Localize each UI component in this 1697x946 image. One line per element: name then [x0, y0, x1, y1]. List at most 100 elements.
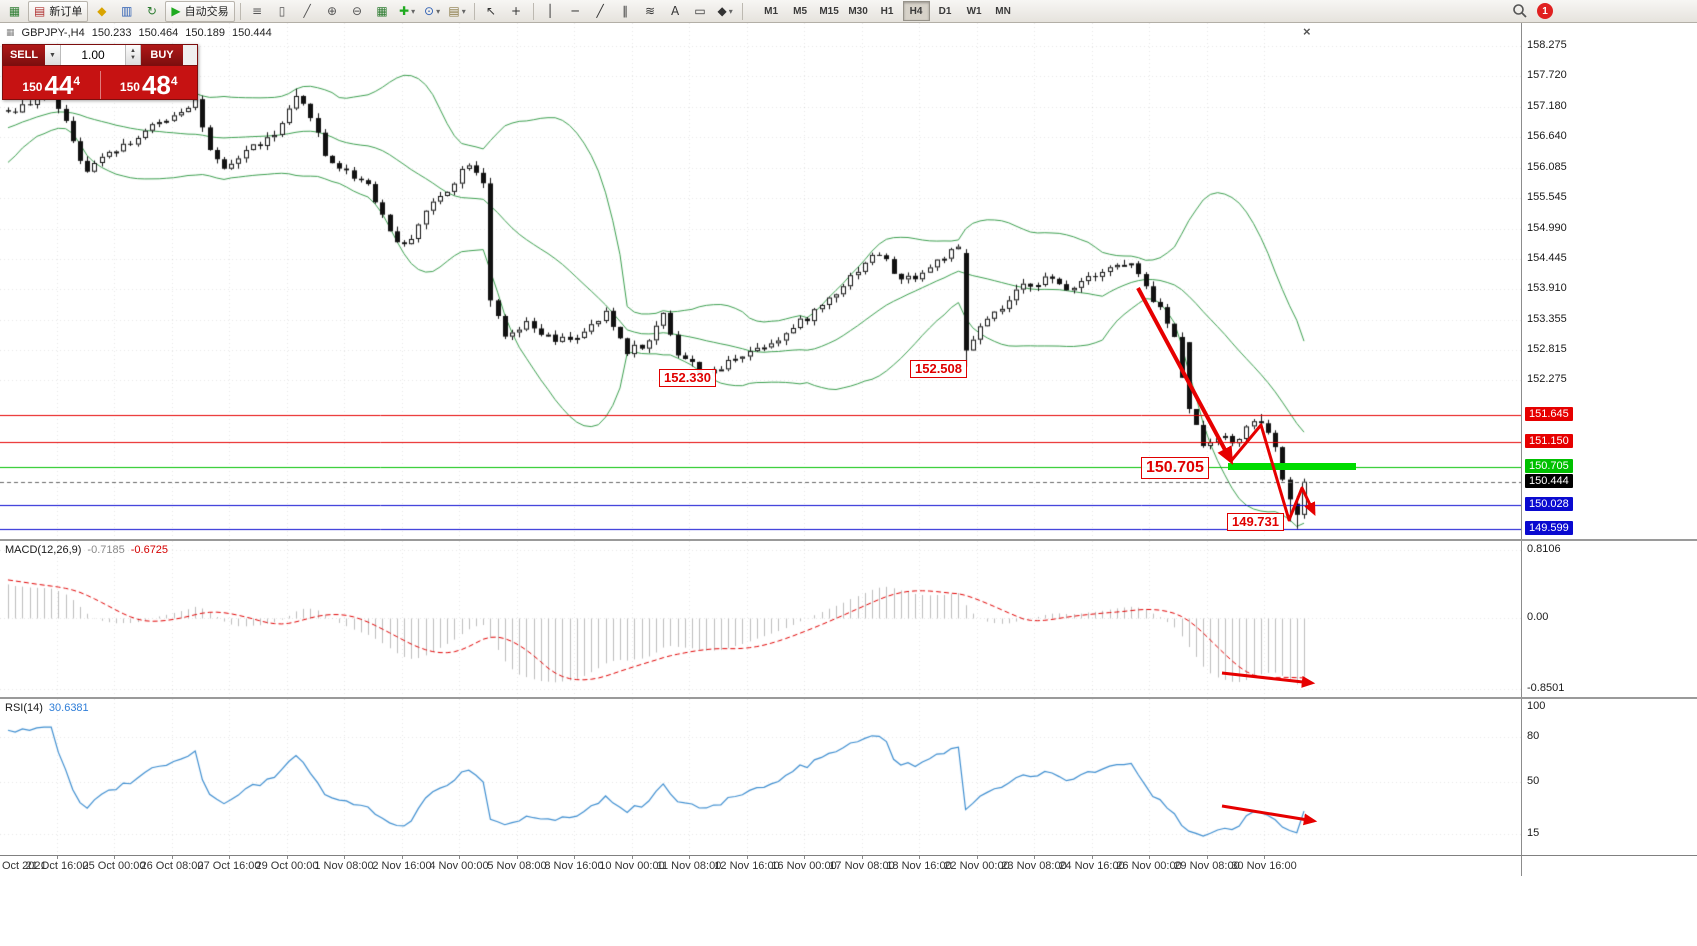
- text-tool-icon: A: [670, 4, 680, 18]
- volume-input[interactable]: [61, 45, 126, 65]
- rsi-axis-label: 50: [1527, 774, 1540, 787]
- mql-editor-button[interactable]: ◆: [90, 1, 113, 22]
- line-mode-button[interactable]: ╱: [296, 1, 319, 22]
- ohlc-open: 150.233: [91, 27, 132, 39]
- time-axis-label: 30 Nov 16:00: [1231, 860, 1297, 872]
- toolbar: ▦ ▤ 新订单 ◆ ▥ ↻ ▶ 自动交易 ≡ ▯ ╱ ⊕ ⊖ ▦ ✚ ▾ ⊙ ▾ ▤ ▾ ↖ + │ ─ ╱ ∥ ≋ A ▭ ◆ ▾ M1 M…: [0, 0, 1697, 23]
- trade-panel-prices: 150 44 4 150 48 4: [3, 66, 197, 99]
- price-tick-label: 155.545: [1527, 190, 1567, 203]
- candles-mode-button[interactable]: ▯: [271, 1, 294, 22]
- volume-stepper[interactable]: ▲ ▼: [126, 45, 141, 65]
- price-divider: [99, 71, 101, 99]
- macd-axis-label: 0.8106: [1527, 542, 1561, 555]
- chevron-down-icon: ▾: [436, 6, 441, 16]
- vertical-line-button[interactable]: │: [539, 1, 562, 22]
- buy-price[interactable]: 150 48 4: [101, 71, 198, 99]
- notification-badge[interactable]: 1: [1537, 3, 1553, 19]
- market-watch-button[interactable]: ▥: [115, 1, 138, 22]
- bars-mode-button[interactable]: ≡: [246, 1, 269, 22]
- sell-price-prefix: 150: [22, 79, 43, 94]
- indicators-list-button[interactable]: ✚ ▾: [396, 1, 419, 22]
- stepper-down-icon[interactable]: ▼: [130, 55, 136, 61]
- time-axis-tick: [517, 856, 518, 859]
- periods-icon: ⊙: [424, 4, 435, 18]
- horizontal-line-button[interactable]: ─: [564, 1, 587, 22]
- time-axis-label: 29 Nov 08:00: [1174, 860, 1240, 872]
- volume-dropdown[interactable]: ▼: [45, 45, 61, 65]
- sell-price[interactable]: 150 44 4: [3, 69, 100, 100]
- timeframe-m5[interactable]: M5: [793, 5, 808, 17]
- timeframe-d1[interactable]: D1: [938, 5, 952, 17]
- main-chart-canvas[interactable]: [0, 23, 1522, 539]
- sell-price-sup: 4: [73, 74, 81, 88]
- trendline-button[interactable]: ╱: [589, 1, 612, 22]
- timeframe-m15[interactable]: M15: [819, 5, 839, 17]
- time-axis-tick: [114, 856, 115, 859]
- horizontal-line-icon: ─: [571, 4, 579, 18]
- rsi-title: RSI(14): [5, 702, 43, 714]
- text-tool-button[interactable]: A: [664, 1, 687, 22]
- panel-separator[interactable]: [0, 697, 1697, 699]
- time-axis-label: 27 Oct 16:00: [197, 860, 261, 872]
- time-axis-label: 2 Nov 16:00: [372, 860, 432, 872]
- timeframe-mn[interactable]: MN: [995, 5, 1011, 17]
- crosshair-button[interactable]: +: [505, 1, 528, 22]
- chart-title: ▦ GBPJPY-,H4 150.233 150.464 150.189 150…: [6, 27, 272, 39]
- buy-price-prefix: 150: [119, 79, 140, 94]
- new-order-button[interactable]: ▤ 新订单: [28, 0, 89, 22]
- search-icon[interactable]: [1512, 3, 1528, 19]
- sell-button[interactable]: SELL: [3, 45, 45, 65]
- tile-windows-icon: ▦: [376, 4, 388, 18]
- market-watch-icon: ▥: [121, 4, 133, 18]
- time-axis-tick: [229, 856, 230, 859]
- toolbar-separator: [473, 2, 475, 20]
- price-level-label-150444: 150.444: [1525, 473, 1573, 488]
- time-axis-label: 4 Nov 00:00: [429, 860, 489, 872]
- time-axis-tick: [747, 856, 748, 859]
- zoom-in-button[interactable]: ⊕: [321, 1, 344, 22]
- time-axis-label: 23 Nov 08:00: [1001, 860, 1067, 872]
- cursor-button[interactable]: ↖: [480, 1, 503, 22]
- price-axis[interactable]: 158.275 157.720 157.180 156.640 156.085 155.5…: [1522, 23, 1697, 876]
- timeframe-h1[interactable]: H1: [880, 5, 894, 17]
- buy-button[interactable]: BUY: [141, 45, 183, 65]
- panel-separator[interactable]: [0, 539, 1697, 541]
- timeframe-w1[interactable]: W1: [966, 5, 982, 17]
- equidistant-channel-button[interactable]: ∥: [614, 1, 637, 22]
- time-axis-tick: [459, 856, 460, 859]
- price-level-label-151645: 151.645: [1525, 406, 1573, 421]
- indicators-list-icon: ✚: [399, 4, 410, 18]
- rsi-axis-label: 100: [1527, 700, 1546, 712]
- sell-price-big: 44: [44, 69, 74, 100]
- shapes-button[interactable]: ◆ ▾: [714, 1, 737, 22]
- symbol-period: GBPJPY-,H4: [21, 27, 85, 39]
- new-chart-button[interactable]: ▦: [3, 1, 26, 22]
- text-label-button[interactable]: ▭: [689, 1, 712, 22]
- data-refresh-button[interactable]: ↻: [140, 1, 163, 22]
- autotrading-button[interactable]: ▶ 自动交易: [165, 0, 235, 22]
- time-axis-label: 1 Nov 08:00: [314, 860, 374, 872]
- zoom-out-button[interactable]: ⊖: [346, 1, 369, 22]
- time-axis-label: 22 Nov 00:00: [944, 860, 1010, 872]
- time-axis-tick: [689, 856, 690, 859]
- toolbar-separator: [741, 2, 743, 20]
- timeframe-m30[interactable]: M30: [848, 5, 868, 17]
- time-axis-tick: [1264, 856, 1265, 859]
- time-axis[interactable]: Oct 2021 21 Oct 16:00 25 Oct 00:00 26 Oct 0…: [0, 856, 1697, 876]
- templates-button[interactable]: ▤ ▾: [446, 1, 469, 22]
- autotrading-icon: ▶: [171, 4, 181, 18]
- one-click-trading-panel: SELL ▼ ▲▼ BUY 150 44 4 150 48 4: [2, 44, 198, 100]
- stepper-up-icon[interactable]: ▲: [130, 48, 136, 55]
- periods-button[interactable]: ⊙ ▾: [421, 1, 444, 22]
- timeframe-h4[interactable]: H4: [902, 1, 930, 21]
- toolbar-button-group: ▦ ▤ 新订单 ◆ ▥ ↻ ▶ 自动交易 ≡ ▯ ╱ ⊕ ⊖ ▦ ✚ ▾ ⊙ ▾ ▤ ▾ ↖ + │ ─ ╱ ∥ ≋ A ▭ ◆ ▾: [2, 0, 747, 23]
- macd-panel-canvas[interactable]: [0, 541, 1522, 697]
- price-tick-label: 157.180: [1527, 99, 1567, 112]
- price-tick-label: 153.355: [1527, 312, 1567, 325]
- timeframe-m1[interactable]: M1: [764, 5, 779, 17]
- rsi-panel-canvas[interactable]: [0, 699, 1522, 855]
- fibonacci-button[interactable]: ≋: [639, 1, 662, 22]
- close-icon[interactable]: ×: [1303, 24, 1311, 39]
- tile-windows-button[interactable]: ▦: [371, 1, 394, 22]
